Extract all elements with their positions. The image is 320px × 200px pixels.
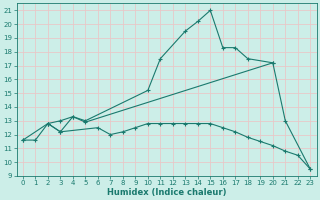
X-axis label: Humidex (Indice chaleur): Humidex (Indice chaleur)	[107, 188, 226, 197]
